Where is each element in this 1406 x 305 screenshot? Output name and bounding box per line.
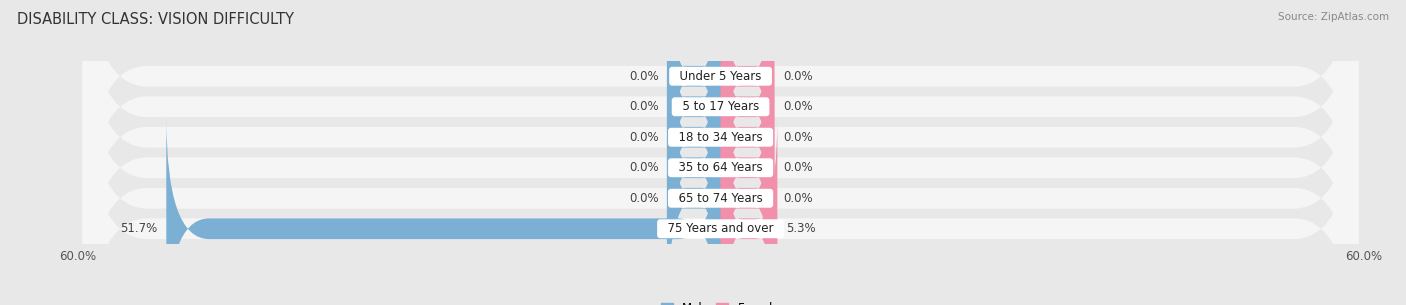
Text: 0.0%: 0.0% [783,70,813,83]
Text: 0.0%: 0.0% [783,161,813,174]
Text: 0.0%: 0.0% [628,161,658,174]
FancyBboxPatch shape [666,0,721,218]
Text: 5 to 17 Years: 5 to 17 Years [675,100,766,113]
FancyBboxPatch shape [666,56,721,279]
Text: 65 to 74 Years: 65 to 74 Years [671,192,770,205]
FancyBboxPatch shape [721,0,775,218]
FancyBboxPatch shape [83,26,1358,305]
Text: Source: ZipAtlas.com: Source: ZipAtlas.com [1278,12,1389,22]
Text: 0.0%: 0.0% [628,100,658,113]
Text: DISABILITY CLASS: VISION DIFFICULTY: DISABILITY CLASS: VISION DIFFICULTY [17,12,294,27]
Text: 0.0%: 0.0% [783,100,813,113]
Text: 18 to 34 Years: 18 to 34 Years [671,131,770,144]
FancyBboxPatch shape [83,0,1358,305]
FancyBboxPatch shape [721,87,775,305]
FancyBboxPatch shape [166,117,721,305]
FancyBboxPatch shape [666,26,721,249]
Text: Under 5 Years: Under 5 Years [672,70,769,83]
FancyBboxPatch shape [721,26,775,249]
FancyBboxPatch shape [83,56,1358,305]
Legend: Male, Female: Male, Female [661,302,780,305]
Text: 5.3%: 5.3% [786,222,815,235]
FancyBboxPatch shape [721,0,775,188]
FancyBboxPatch shape [721,56,775,279]
FancyBboxPatch shape [83,0,1358,305]
Text: 0.0%: 0.0% [628,70,658,83]
FancyBboxPatch shape [666,87,721,305]
Text: 0.0%: 0.0% [783,131,813,144]
FancyBboxPatch shape [666,0,721,188]
Text: 51.7%: 51.7% [121,222,157,235]
Text: 0.0%: 0.0% [783,192,813,205]
Text: 75 Years and over: 75 Years and over [659,222,782,235]
Text: 35 to 64 Years: 35 to 64 Years [671,161,770,174]
FancyBboxPatch shape [721,117,778,305]
Text: 0.0%: 0.0% [628,131,658,144]
Text: 0.0%: 0.0% [628,192,658,205]
FancyBboxPatch shape [83,0,1358,279]
FancyBboxPatch shape [83,0,1358,249]
